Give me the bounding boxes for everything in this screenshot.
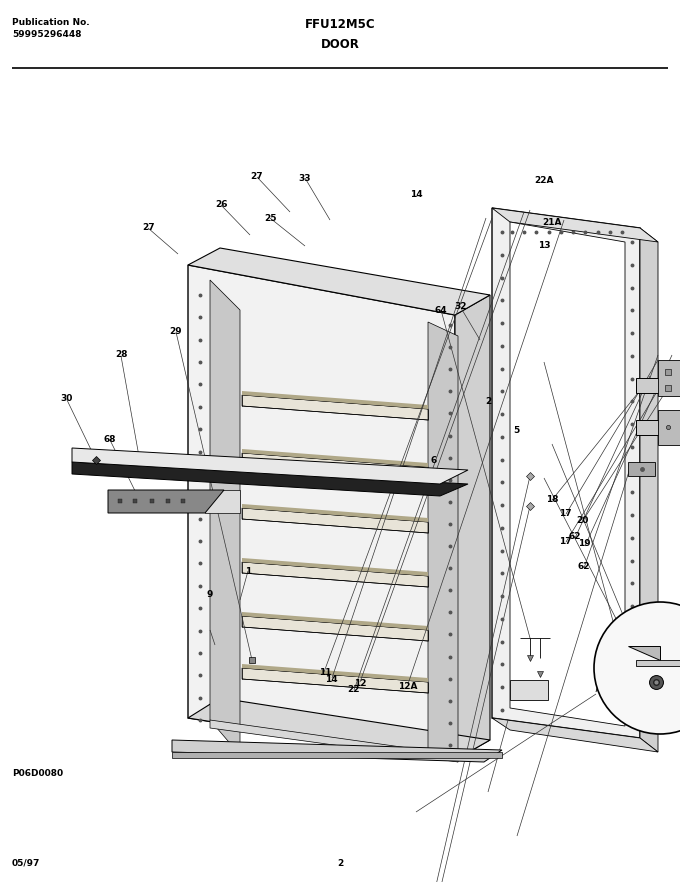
Polygon shape bbox=[455, 295, 490, 760]
Polygon shape bbox=[492, 718, 658, 752]
Circle shape bbox=[594, 602, 680, 734]
Text: 25: 25 bbox=[265, 214, 277, 223]
Text: 29: 29 bbox=[169, 327, 182, 336]
Polygon shape bbox=[72, 462, 468, 496]
Text: 22: 22 bbox=[347, 685, 360, 694]
Polygon shape bbox=[636, 378, 680, 393]
Text: 13: 13 bbox=[538, 241, 550, 250]
Polygon shape bbox=[510, 222, 625, 726]
Polygon shape bbox=[242, 558, 428, 576]
Polygon shape bbox=[242, 453, 428, 478]
Text: 9: 9 bbox=[206, 590, 213, 599]
Text: 18: 18 bbox=[546, 495, 558, 504]
Text: 32: 32 bbox=[455, 303, 467, 311]
Text: Publication No.: Publication No. bbox=[12, 18, 90, 27]
Polygon shape bbox=[640, 228, 658, 752]
Polygon shape bbox=[242, 449, 428, 467]
Polygon shape bbox=[188, 698, 490, 760]
Text: 17: 17 bbox=[560, 537, 572, 546]
Text: 59995296448: 59995296448 bbox=[12, 30, 82, 39]
Text: 2: 2 bbox=[485, 397, 492, 406]
Polygon shape bbox=[242, 664, 428, 682]
Polygon shape bbox=[636, 660, 680, 666]
Polygon shape bbox=[242, 562, 428, 587]
Text: P06D0080: P06D0080 bbox=[12, 769, 63, 778]
Polygon shape bbox=[242, 395, 428, 420]
Text: 20: 20 bbox=[576, 516, 588, 525]
Polygon shape bbox=[492, 208, 658, 242]
Text: 28: 28 bbox=[115, 350, 127, 359]
Polygon shape bbox=[242, 508, 428, 533]
Polygon shape bbox=[210, 280, 240, 755]
Polygon shape bbox=[205, 490, 240, 513]
Polygon shape bbox=[658, 410, 680, 445]
Polygon shape bbox=[428, 322, 458, 762]
Text: 05/97: 05/97 bbox=[12, 859, 40, 868]
Text: 26: 26 bbox=[215, 200, 227, 209]
Polygon shape bbox=[242, 668, 428, 693]
Text: 12: 12 bbox=[354, 679, 367, 688]
Text: 17: 17 bbox=[560, 509, 572, 518]
Polygon shape bbox=[242, 504, 428, 522]
Text: 11: 11 bbox=[319, 668, 331, 676]
Text: 68: 68 bbox=[104, 435, 116, 444]
Text: 14: 14 bbox=[326, 675, 338, 684]
Polygon shape bbox=[628, 646, 660, 660]
Polygon shape bbox=[188, 248, 490, 315]
Text: 30: 30 bbox=[61, 394, 73, 403]
Polygon shape bbox=[210, 720, 458, 762]
Text: 19: 19 bbox=[579, 539, 591, 548]
Text: 22A: 22A bbox=[534, 176, 554, 185]
Polygon shape bbox=[242, 616, 428, 641]
Polygon shape bbox=[510, 680, 548, 700]
Text: 6: 6 bbox=[430, 456, 437, 465]
Text: 27: 27 bbox=[251, 172, 263, 181]
Text: 12A: 12A bbox=[398, 682, 418, 691]
Polygon shape bbox=[658, 360, 680, 396]
Text: 62: 62 bbox=[568, 532, 581, 541]
Polygon shape bbox=[108, 490, 224, 513]
Polygon shape bbox=[72, 448, 468, 484]
Polygon shape bbox=[242, 391, 428, 409]
Polygon shape bbox=[172, 752, 502, 758]
Text: DOOR: DOOR bbox=[320, 38, 360, 51]
Polygon shape bbox=[242, 612, 428, 630]
Text: 27: 27 bbox=[142, 223, 154, 232]
Text: 5: 5 bbox=[513, 426, 520, 435]
Text: 21A: 21A bbox=[543, 218, 562, 227]
Text: 64: 64 bbox=[435, 306, 447, 315]
Text: 33: 33 bbox=[299, 174, 311, 183]
Polygon shape bbox=[172, 740, 502, 762]
Text: 1: 1 bbox=[245, 567, 252, 576]
Polygon shape bbox=[636, 420, 680, 435]
Polygon shape bbox=[492, 208, 640, 738]
Text: 2: 2 bbox=[337, 859, 343, 868]
Polygon shape bbox=[628, 462, 655, 476]
Text: FFU12M5C: FFU12M5C bbox=[305, 18, 375, 31]
Text: 62: 62 bbox=[577, 562, 590, 571]
Text: 14: 14 bbox=[410, 190, 422, 198]
Polygon shape bbox=[188, 265, 455, 760]
